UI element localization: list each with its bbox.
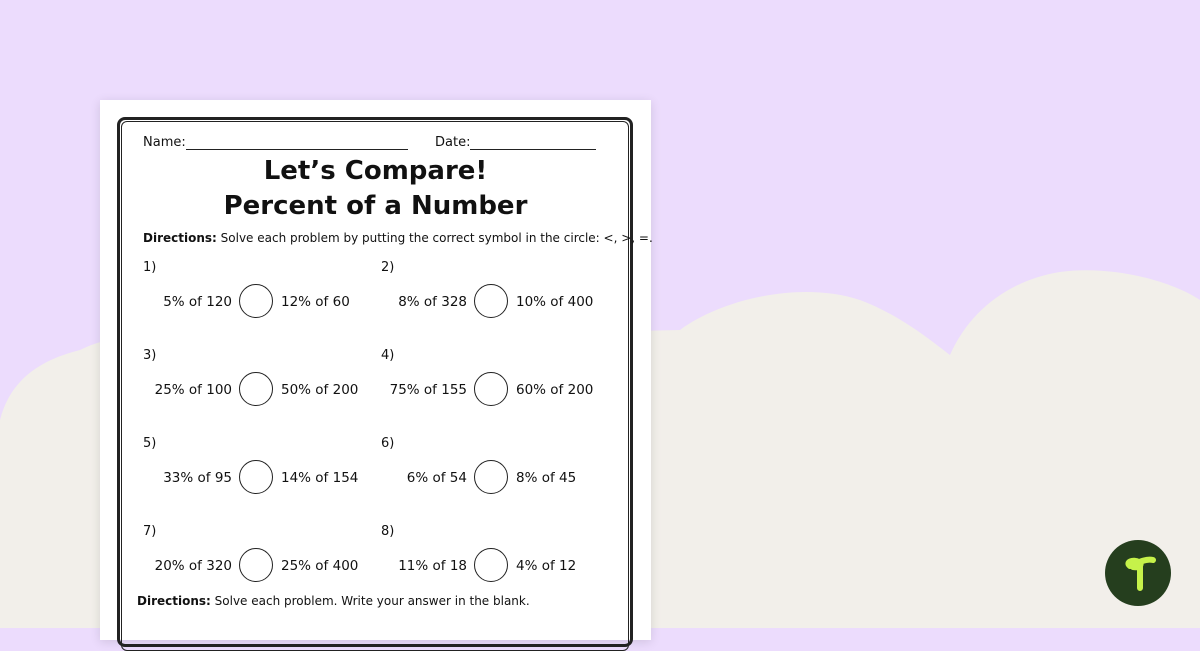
- worksheet-title: Let’s Compare!: [263, 156, 488, 186]
- worksheet-subtitle: Percent of a Number: [223, 191, 528, 221]
- left-expression: 20% of 320: [154, 558, 232, 574]
- sprout-icon: [1125, 556, 1156, 591]
- left-expression: 33% of 95: [163, 470, 232, 486]
- left-expression: 5% of 120: [163, 294, 232, 310]
- right-expression: 4% of 12: [516, 558, 577, 574]
- left-expression: 11% of 18: [398, 558, 467, 574]
- right-expression: 12% of 60: [281, 294, 350, 310]
- left-expression: 6% of 54: [406, 470, 467, 486]
- answer-circle[interactable]: [239, 284, 273, 318]
- name-label: Name:: [143, 135, 186, 150]
- date-label: Date:: [435, 135, 471, 150]
- answer-circle[interactable]: [474, 548, 508, 582]
- problem-number: 1): [143, 260, 157, 275]
- directions-text: Solve each problem. Write your answer in…: [214, 594, 530, 608]
- answer-circle[interactable]: [474, 372, 508, 406]
- directions-label: Directions:: [143, 231, 217, 245]
- date-blank: [470, 149, 596, 150]
- directions-label: Directions:: [137, 594, 211, 608]
- right-expression: 10% of 400: [516, 294, 594, 310]
- left-expression: 75% of 155: [389, 382, 467, 398]
- worksheet-page: Name: Date: Let’s Compare! Percent of a …: [100, 100, 653, 651]
- right-expression: 50% of 200: [281, 382, 359, 398]
- problem-number: 6): [381, 436, 395, 451]
- problem-number: 7): [143, 524, 157, 539]
- right-expression: 60% of 200: [516, 382, 594, 398]
- name-blank: [186, 149, 408, 150]
- problem-number: 2): [381, 260, 395, 275]
- right-expression: 8% of 45: [516, 470, 577, 486]
- problem-number: 8): [381, 524, 395, 539]
- right-expression: 14% of 154: [281, 470, 359, 486]
- left-expression: 8% of 328: [398, 294, 467, 310]
- problem-number: 5): [143, 436, 157, 451]
- answer-circle[interactable]: [239, 460, 273, 494]
- right-expression: 25% of 400: [281, 558, 359, 574]
- problem-number: 4): [381, 348, 395, 363]
- teach-starter-logo: [1105, 540, 1171, 606]
- left-expression: 25% of 100: [154, 382, 232, 398]
- directions-2: Directions: Solve each problem. Write yo…: [137, 594, 530, 608]
- directions-1: Directions: Solve each problem by puttin…: [143, 231, 653, 245]
- directions-text: Solve each problem by putting the correc…: [220, 231, 653, 245]
- answer-circle[interactable]: [474, 284, 508, 318]
- problem-number: 3): [143, 348, 157, 363]
- answer-circle[interactable]: [239, 372, 273, 406]
- answer-circle[interactable]: [239, 548, 273, 582]
- answer-circle[interactable]: [474, 460, 508, 494]
